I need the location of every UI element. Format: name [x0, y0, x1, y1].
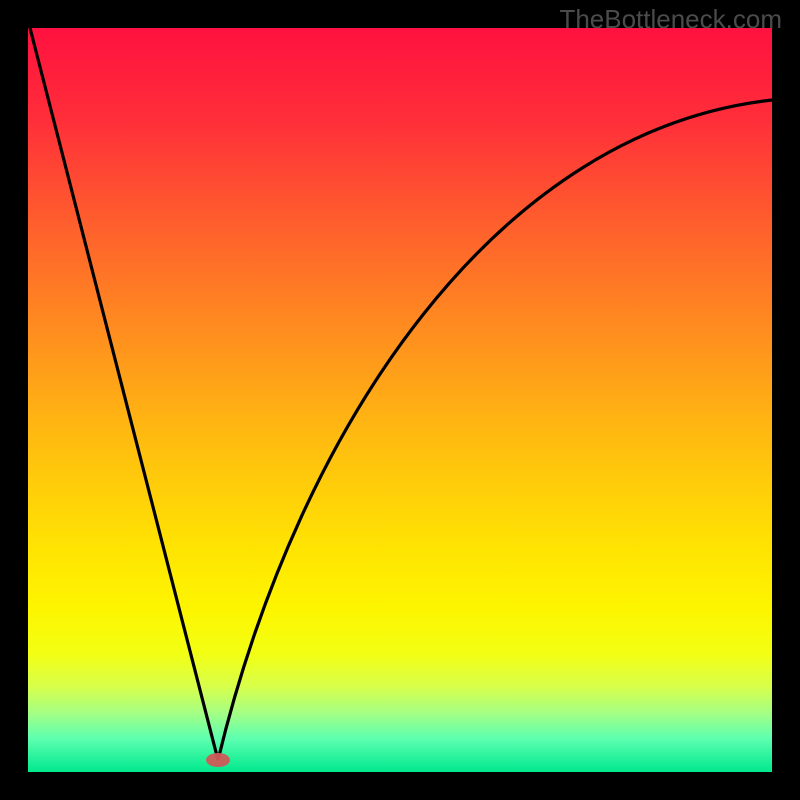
chart-frame: TheBottleneck.com [0, 0, 800, 800]
watermark-text: TheBottleneck.com [559, 4, 782, 35]
plot-background [28, 28, 772, 772]
chart-svg [0, 0, 800, 800]
optimum-marker [206, 753, 230, 767]
